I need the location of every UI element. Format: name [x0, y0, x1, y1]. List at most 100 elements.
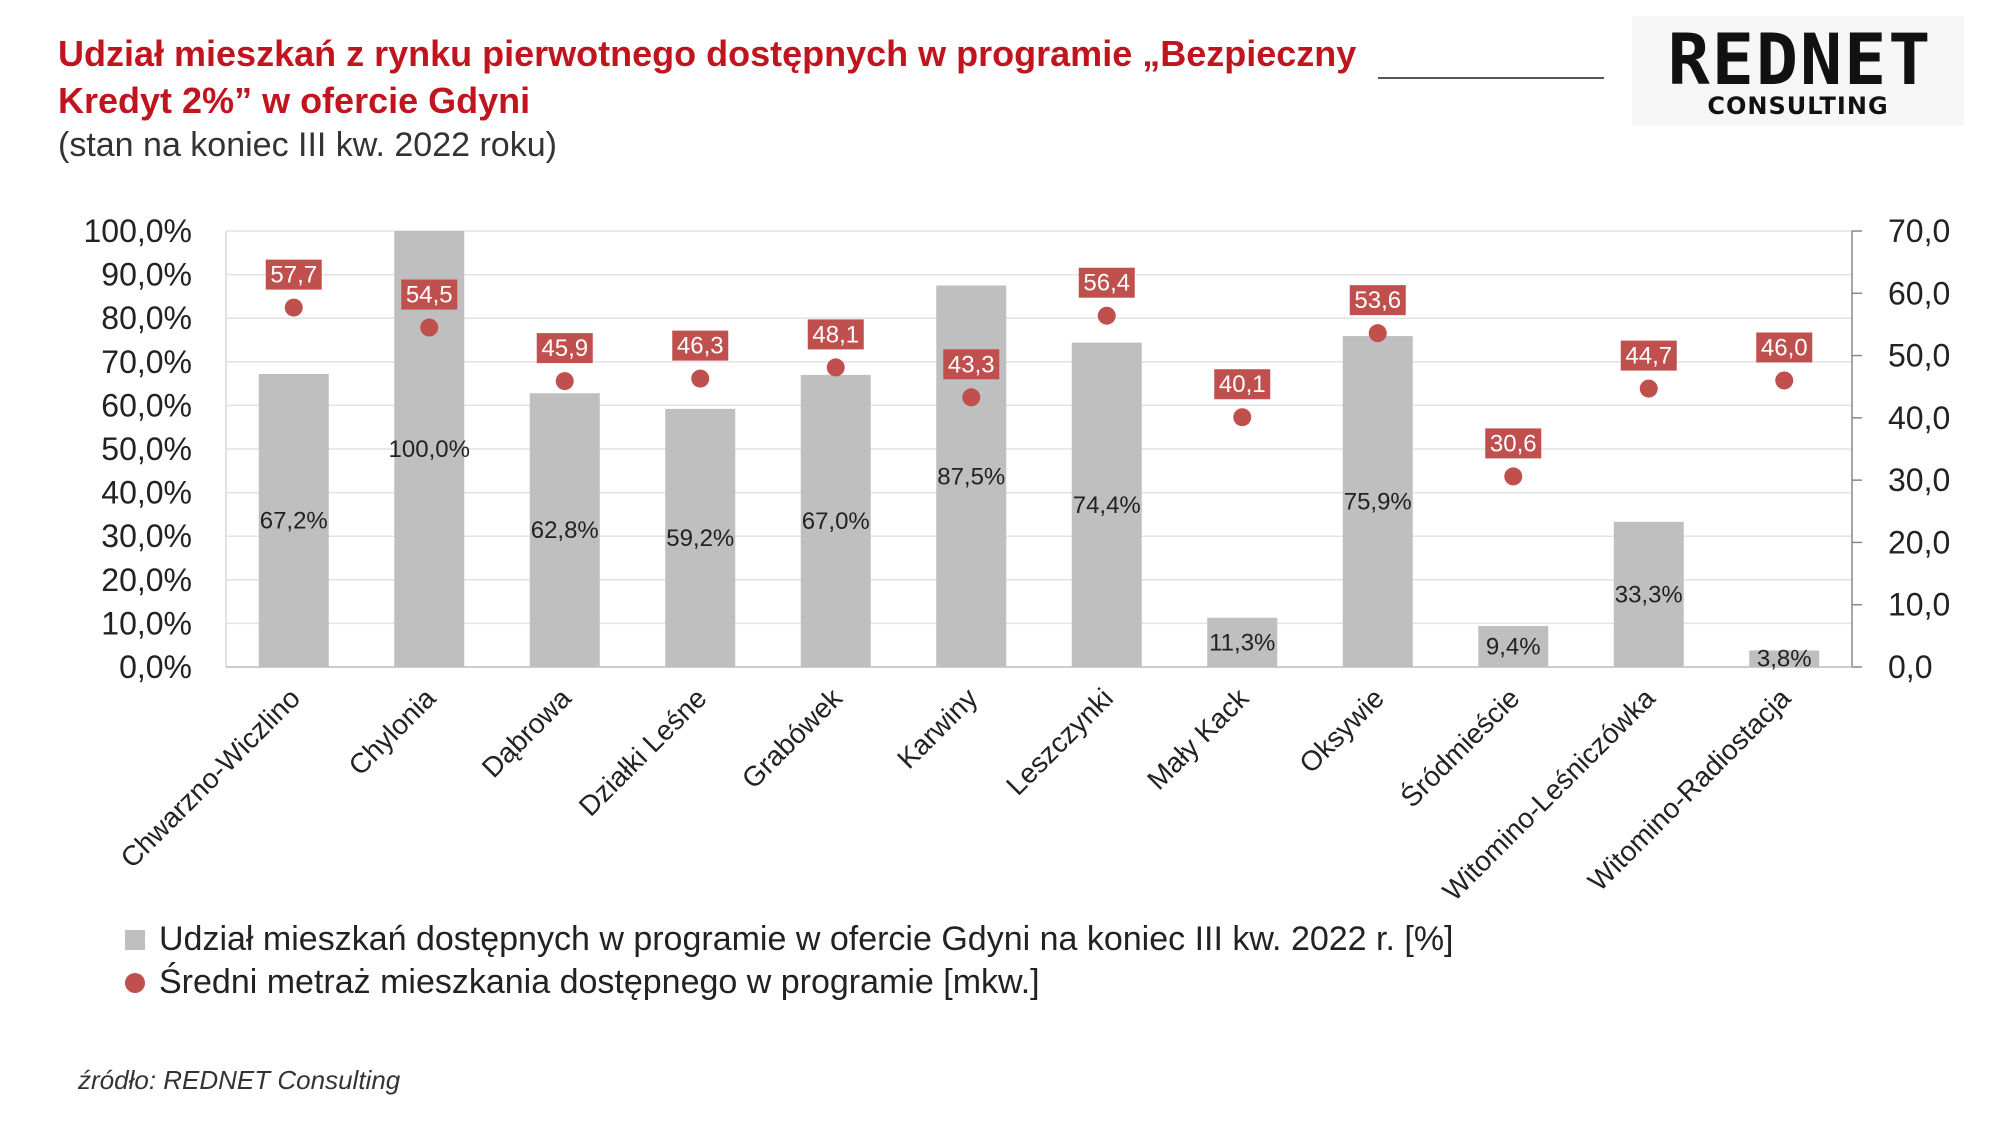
- dot-label-box: [1485, 428, 1542, 459]
- y-left-tick-label: 50,0%: [101, 431, 192, 467]
- bar-data-label: 11,3%: [1209, 629, 1275, 656]
- x-category-label: Mały Kack: [1141, 682, 1255, 796]
- dot-data-label: 53,6: [1354, 287, 1401, 314]
- dot-label-box: [943, 349, 1000, 380]
- y-left-tick-label: 60,0%: [101, 387, 192, 423]
- dot-label-box: [807, 319, 864, 350]
- logo-main-text: REDNET: [1667, 19, 1933, 101]
- dot-data-label: 43,3: [948, 351, 995, 378]
- y-left-tick-label: 20,0%: [101, 562, 192, 598]
- chart-subtitle: (stan na koniec III kw. 2022 roku): [58, 126, 557, 164]
- dot-label-box: [536, 333, 593, 364]
- bar-data-label: 3,8%: [1757, 646, 1812, 673]
- bar: [936, 285, 1007, 667]
- x-category-label: Chylonia: [343, 682, 442, 781]
- bar: [1749, 650, 1820, 667]
- rednet-logo: REDNET CONSULTING: [1632, 16, 1964, 126]
- bar: [665, 408, 736, 667]
- logo-sub-text: CONSULTING: [1707, 92, 1889, 120]
- dot-data-label: 46,0: [1761, 334, 1808, 361]
- dot: [962, 388, 981, 407]
- bar: [529, 393, 600, 667]
- logo-divider-line: [1378, 77, 1604, 79]
- y-left-tick-label: 80,0%: [101, 300, 192, 336]
- x-category-label: Karwiny: [891, 682, 983, 774]
- bar: [1207, 617, 1278, 667]
- dot-data-label: 57,7: [270, 262, 317, 289]
- chart-title: Udział mieszkań z rynku pierwotnego dost…: [58, 33, 1357, 121]
- dot: [1097, 306, 1116, 325]
- x-category-label: Śródmieście: [1394, 682, 1526, 814]
- y-right-tick-label: 10,0: [1888, 587, 1950, 623]
- y-right-tick-label: 70,0: [1888, 213, 1950, 249]
- dot: [420, 318, 439, 337]
- y-left-tick-label: 70,0%: [101, 344, 192, 380]
- bar-data-label: 59,2%: [666, 525, 734, 552]
- dot-label-box: [265, 259, 322, 290]
- dot: [1368, 324, 1387, 343]
- y-right-tick-label: 60,0: [1888, 275, 1950, 311]
- dot-data-label: 46,3: [677, 333, 724, 360]
- dot-label-box: [401, 279, 458, 310]
- bar-data-label: 75,9%: [1344, 489, 1412, 516]
- dot-data-label: 30,6: [1490, 430, 1537, 457]
- y-left-tick-label: 0,0%: [119, 649, 192, 685]
- bar: [1342, 336, 1413, 667]
- dot-data-label: 44,7: [1625, 343, 1672, 370]
- bar: [1478, 626, 1549, 667]
- y-left-tick-label: 10,0%: [101, 605, 192, 641]
- dot-label-box: [1349, 285, 1406, 316]
- dot-data-label: 56,4: [1083, 270, 1130, 297]
- y-right-tick-label: 30,0: [1888, 462, 1950, 498]
- legend-item-dots: Średni metraż mieszkania dostępnego w pr…: [125, 961, 1454, 1004]
- y-left-tick-label: 30,0%: [101, 518, 192, 554]
- dot-label-box: [1078, 267, 1135, 298]
- bar: [800, 374, 871, 667]
- bar-data-label: 67,2%: [260, 508, 328, 535]
- dot-label-box: [1756, 332, 1813, 363]
- legend-dot-swatch: [125, 972, 145, 993]
- dot: [691, 369, 710, 388]
- dot-data-label: 40,1: [1219, 371, 1266, 398]
- legend-bar-label: Udział mieszkań dostępnych w programie w…: [159, 920, 1454, 958]
- bar-data-label: 62,8%: [531, 517, 599, 544]
- dot: [1639, 379, 1658, 398]
- y-left-tick-label: 40,0%: [101, 475, 192, 511]
- y-right-tick-label: 40,0: [1888, 400, 1950, 436]
- dot: [1233, 408, 1252, 427]
- dot: [1504, 467, 1523, 486]
- bar: [1613, 521, 1684, 667]
- dot: [1775, 371, 1794, 390]
- dot-label-box: [672, 330, 729, 361]
- x-category-label: Leszczynki: [1000, 682, 1119, 801]
- y-left-tick-label: 90,0%: [101, 257, 192, 293]
- y-right-tick-label: 20,0: [1888, 524, 1950, 560]
- dot-data-label: 54,5: [406, 282, 453, 309]
- dot-data-label: 45,9: [541, 335, 588, 362]
- source-note: źródło: REDNET Consulting: [78, 1065, 401, 1095]
- legend-dot-label: Średni metraż mieszkania dostępnego w pr…: [159, 963, 1040, 1001]
- bar-data-label: 67,0%: [802, 508, 870, 535]
- x-category-label: Dąbrowa: [476, 682, 577, 783]
- dot-data-label: 48,1: [812, 321, 859, 348]
- bar: [258, 374, 329, 667]
- bar-data-label: 9,4%: [1486, 634, 1541, 661]
- dot: [826, 358, 845, 377]
- dot: [555, 372, 574, 391]
- bar-data-label: 87,5%: [937, 463, 1005, 490]
- x-category-label: Działki Leśne: [573, 682, 713, 822]
- chart-legend: Udział mieszkań dostępnych w programie w…: [125, 918, 1454, 1004]
- bar-data-label: 74,4%: [1073, 492, 1141, 519]
- y-right-tick-label: 50,0: [1888, 338, 1950, 374]
- dot-label-box: [1214, 369, 1271, 400]
- x-category-label: Grabówek: [736, 682, 849, 795]
- x-category-label: Chwarzno-Wiczlino: [115, 682, 306, 873]
- bar: [1071, 342, 1142, 667]
- dot-label-box: [1620, 340, 1677, 371]
- y-left-tick-label: 100,0%: [83, 213, 192, 249]
- dot: [284, 298, 303, 317]
- legend-bar-swatch: [125, 929, 145, 950]
- y-right-tick-label: 0,0: [1888, 649, 1932, 685]
- bar-data-label: 33,3%: [1615, 581, 1683, 608]
